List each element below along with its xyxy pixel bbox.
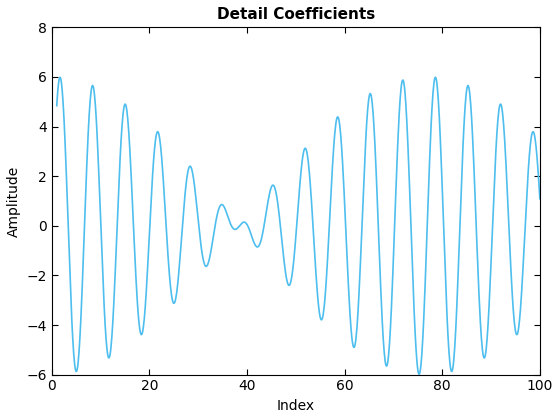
Y-axis label: Amplitude: Amplitude — [7, 165, 21, 236]
Title: Detail Coefficients: Detail Coefficients — [217, 7, 375, 22]
X-axis label: Index: Index — [277, 399, 315, 413]
